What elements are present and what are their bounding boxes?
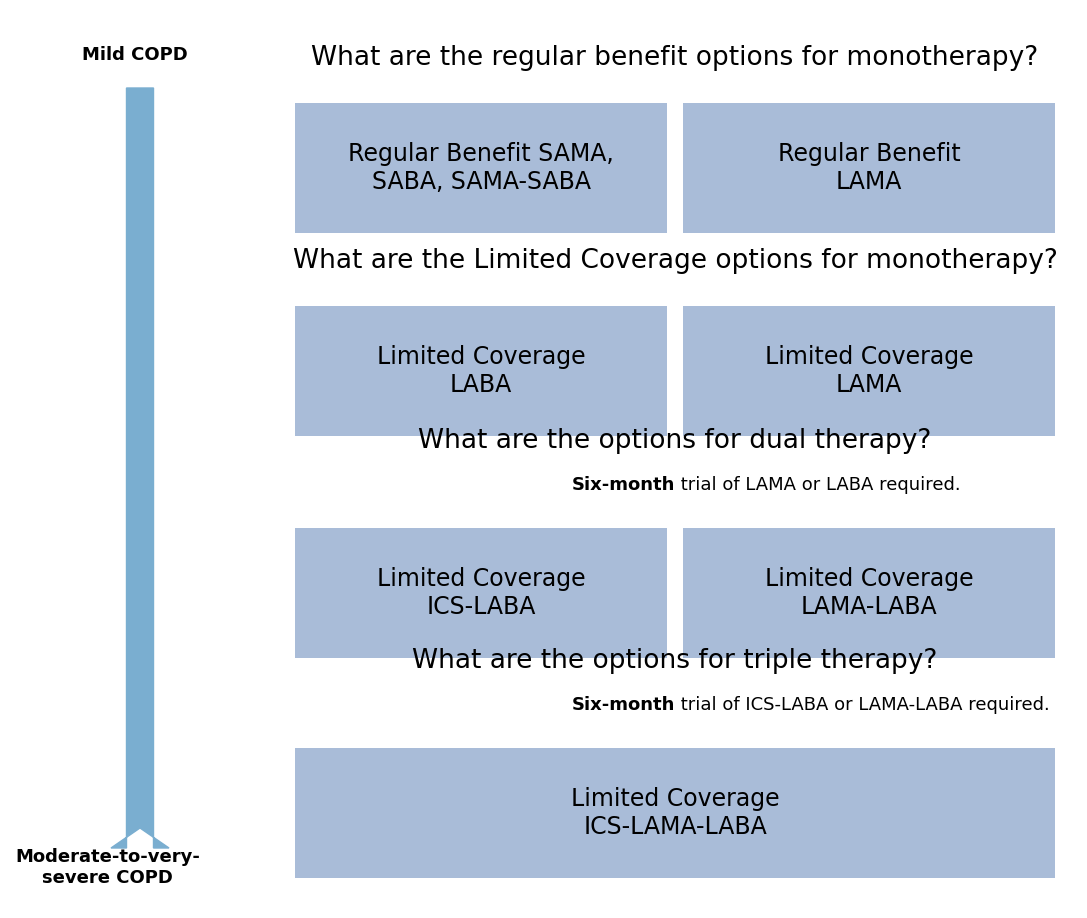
Text: Six-month: Six-month (572, 696, 675, 714)
Text: Limited Coverage
LAMA: Limited Coverage LAMA (764, 345, 973, 397)
Bar (295, 103, 667, 233)
Text: Six-month: Six-month (572, 476, 675, 494)
Text: Limited Coverage
LAMA-LABA: Limited Coverage LAMA-LABA (764, 567, 973, 619)
Text: Moderate-to-very-
severe COPD: Moderate-to-very- severe COPD (15, 848, 200, 887)
Bar (295, 748, 1055, 878)
Text: What are the options for triple therapy?: What are the options for triple therapy? (412, 648, 938, 674)
Text: Mild COPD: Mild COPD (82, 46, 188, 64)
Text: trial of LAMA or LABA required.: trial of LAMA or LABA required. (675, 476, 961, 494)
FancyArrow shape (111, 88, 168, 848)
Text: What are the Limited Coverage options for monotherapy?: What are the Limited Coverage options fo… (292, 248, 1058, 274)
Text: Limited Coverage
ICS-LABA: Limited Coverage ICS-LABA (377, 567, 585, 619)
Bar (683, 528, 1055, 658)
Text: Regular Benefit
LAMA: Regular Benefit LAMA (777, 142, 961, 194)
Bar (295, 528, 667, 658)
Bar (683, 306, 1055, 436)
Text: What are the regular benefit options for monotherapy?: What are the regular benefit options for… (311, 45, 1038, 71)
Text: Limited Coverage
ICS-LAMA-LABA: Limited Coverage ICS-LAMA-LABA (571, 787, 779, 839)
Bar (295, 306, 667, 436)
Text: What are the options for dual therapy?: What are the options for dual therapy? (418, 428, 932, 454)
Bar (683, 103, 1055, 233)
Text: Regular Benefit SAMA,
SABA, SAMA-SABA: Regular Benefit SAMA, SABA, SAMA-SABA (348, 142, 614, 194)
Text: trial of ICS-LABA or LAMA-LABA required.: trial of ICS-LABA or LAMA-LABA required. (675, 696, 1050, 714)
Text: Limited Coverage
LABA: Limited Coverage LABA (377, 345, 585, 397)
